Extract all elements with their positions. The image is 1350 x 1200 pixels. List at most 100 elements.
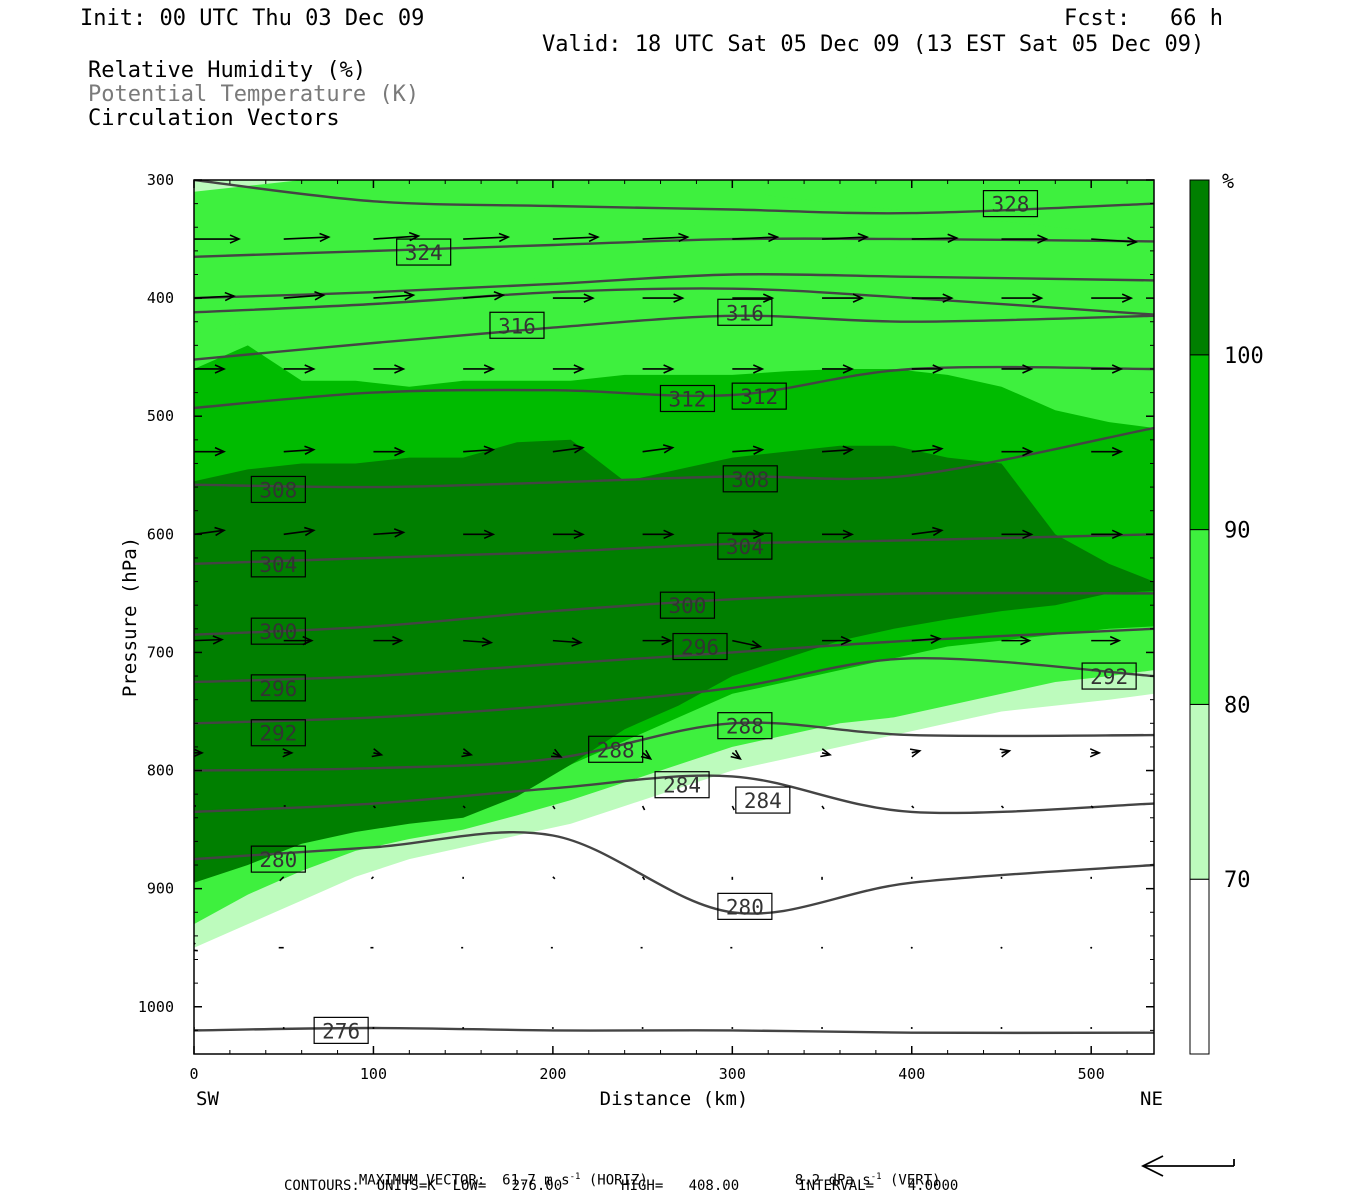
vector-shaft (642, 446, 673, 453)
vector-arrow (640, 749, 653, 761)
theta-label-text: 288 (726, 715, 764, 739)
vector-arrow (283, 232, 331, 243)
theta-label-box (250, 845, 306, 873)
vector-shaft (732, 236, 778, 240)
vector-arrow (1001, 529, 1034, 540)
theta-label-text: 312 (668, 388, 706, 412)
vector-arrow (822, 293, 865, 303)
vector-dot (551, 1027, 554, 1030)
vector-head (1109, 635, 1122, 646)
vector-arrow (1001, 234, 1049, 244)
theta-label-box (250, 674, 306, 702)
theta-label: 304 (250, 550, 306, 578)
vector-head (752, 529, 765, 540)
theta-label-text: 304 (726, 535, 764, 559)
vector-head (842, 445, 855, 455)
vector-head (852, 293, 865, 303)
field-theta: Potential Temperature (K) (88, 82, 420, 107)
vector-arrow (642, 293, 685, 303)
vector-head (573, 364, 585, 374)
vector-arrow (1000, 946, 1003, 949)
theta-contour-276-14 (194, 1026, 1154, 1035)
y-axis-label: Pressure (hPa) (119, 537, 141, 697)
theta-contour-308-6 (194, 426, 1154, 489)
colorbar: 70 80 90 100% (1189, 169, 1264, 1055)
theta-label: 304 (717, 532, 773, 560)
vector-arrow (821, 1027, 824, 1030)
y-tick-label: 900 (147, 880, 174, 898)
vector-shaft (911, 237, 957, 240)
x-tick-label: 500 (1078, 1065, 1105, 1083)
theta-label-box (250, 617, 306, 645)
vector-head (304, 445, 316, 455)
vector-arrow (910, 1027, 913, 1030)
vector-arrow (1090, 805, 1094, 809)
theta-label-text: 300 (668, 594, 706, 618)
vert-tag: (VERT) (890, 1172, 941, 1189)
vector-shaft (821, 448, 853, 453)
theta-label-text: 296 (259, 677, 297, 701)
theta-label-text: 316 (726, 301, 764, 325)
theta-label-box (717, 892, 773, 920)
theta-label-box (250, 550, 306, 578)
vector-arrow (1090, 946, 1093, 949)
vector-arrow (642, 364, 675, 374)
vector-shaft (283, 236, 329, 240)
theta-label-box (717, 712, 773, 740)
vector-arrow (911, 805, 915, 809)
vector-arrow (911, 364, 944, 374)
vector-head (999, 748, 1012, 758)
vector-arrow (909, 748, 922, 758)
vector-shaft (373, 531, 404, 536)
theta-label: 284 (654, 771, 710, 799)
max-vector-text: MAXIMUM VECTOR: 61.7 m s-1 (HORIZ) (342, 1159, 648, 1188)
vector-dot (821, 1027, 824, 1030)
colorbar-segment (1189, 529, 1210, 705)
vector-shaft (1000, 805, 1005, 809)
vector-dot (910, 946, 913, 949)
theta-label-box (731, 382, 787, 410)
theta-label-text: 308 (731, 468, 769, 492)
theta-label-box (396, 238, 452, 266)
vector-arrow (641, 1027, 644, 1030)
vector-head (820, 748, 832, 758)
vector-head (573, 444, 585, 454)
vector-shaft (463, 448, 494, 453)
vector-arrow (283, 445, 316, 455)
vector-arrow (732, 639, 763, 650)
theta-label-text: 288 (597, 738, 635, 762)
vector-arrow (822, 364, 855, 374)
vector-arrow (373, 528, 406, 538)
colorbar-label: 90 (1224, 519, 1251, 544)
theta-contour-316-3 (194, 287, 1154, 316)
vector-arrow (642, 232, 690, 243)
vector-head (394, 364, 406, 374)
theta-label-text: 312 (740, 385, 778, 409)
vector-arrow (194, 446, 226, 457)
colorbar-segment (1189, 878, 1210, 1055)
theta-label: 288 (717, 712, 773, 740)
vector-head (1032, 293, 1044, 303)
colorbar-segment (1189, 354, 1210, 531)
vector-arrow (283, 526, 316, 537)
vector-shaft (194, 947, 195, 949)
vector-arrow (551, 1027, 554, 1030)
theta-label: 280 (717, 892, 773, 920)
theta-contour-320-2 (194, 272, 1154, 300)
contour-labels: 328 324 316 316 312 312 308 308 304 304 300 300 296 2… (250, 190, 1137, 1044)
theta-label-box (250, 475, 306, 504)
vector-arrow (371, 748, 384, 758)
vector-head (229, 234, 241, 244)
vector-shaft (641, 805, 646, 811)
theta-contour-328-0 (194, 180, 1154, 215)
vector-arrow (1000, 805, 1005, 809)
theta-label-text: 296 (681, 636, 719, 660)
vector-arrow (1091, 529, 1124, 540)
vector-head (1022, 364, 1034, 374)
theta-contour-316-4 (194, 314, 1154, 361)
vector-arrow (911, 526, 944, 537)
vector-arrow (373, 364, 406, 374)
theta-label-text: 300 (259, 620, 297, 644)
vector-head (1089, 748, 1102, 758)
vector-arrow (1091, 635, 1122, 646)
